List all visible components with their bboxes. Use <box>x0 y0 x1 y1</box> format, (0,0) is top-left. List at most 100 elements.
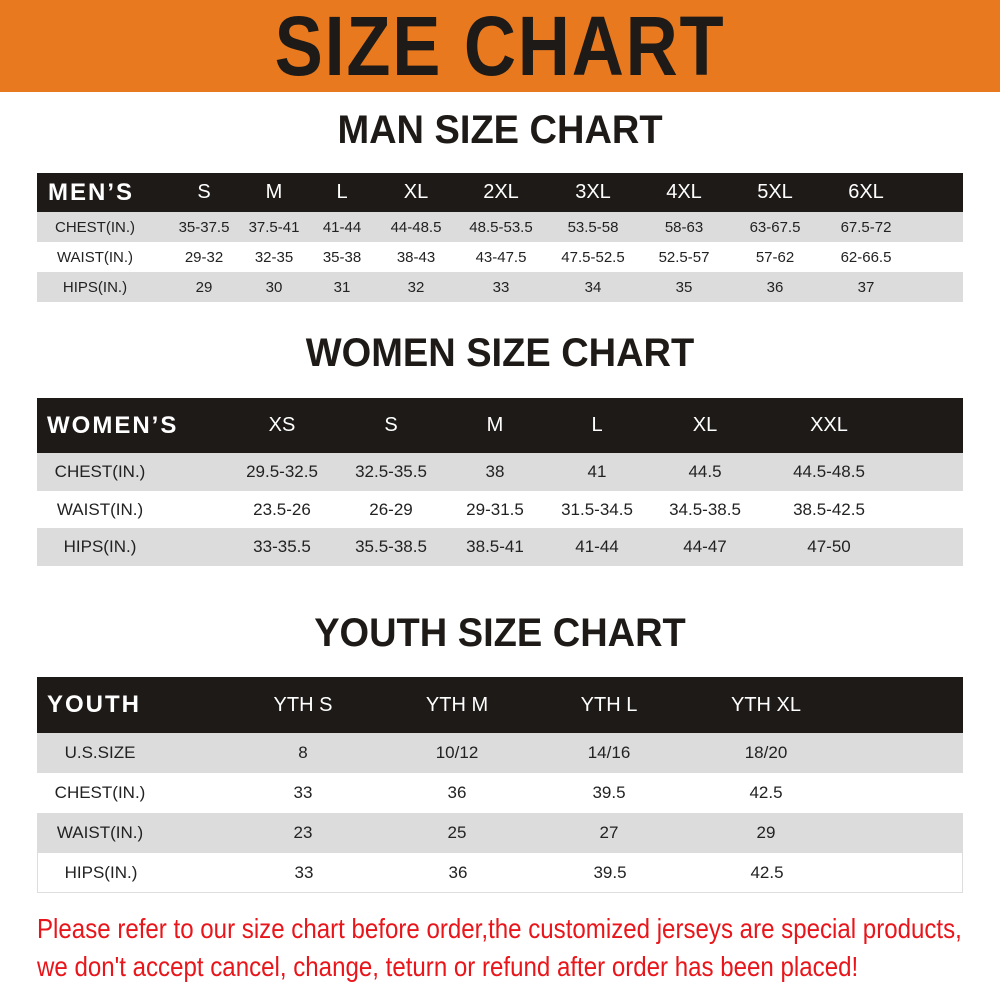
table-row: CHEST(IN.) 29.5-32.5 32.5-35.5 38 41 44.5 44.5… <box>37 453 963 491</box>
size-header: XL <box>403 181 429 203</box>
table-header-row: MEN’S S M L XL 2XL 3XL 4XL 5XL 6XL <box>37 173 963 212</box>
table-cell: 47-50 <box>807 537 851 557</box>
table-cell: 32-35 <box>254 248 294 266</box>
table-cell: 30 <box>265 278 283 296</box>
table-cell: 37 <box>857 278 875 296</box>
row-label: CHEST(IN.) <box>54 783 146 802</box>
table-cell: 62-66.5 <box>840 248 892 266</box>
table-cell: 29.5-32.5 <box>246 461 318 481</box>
table-cell: 29 <box>756 823 776 842</box>
row-label: WAIST(IN.) <box>56 248 134 266</box>
table-cell: 44.5-48.5 <box>793 461 865 481</box>
size-header: YTH S <box>273 693 333 716</box>
table-cell: 37.5-41 <box>248 218 300 236</box>
table-cell: 38.5-42.5 <box>793 499 865 519</box>
size-header: M <box>265 181 283 203</box>
table-cell: 23.5-26 <box>253 499 311 519</box>
table-cell: 44-48.5 <box>390 218 442 236</box>
table-cell: 41-44 <box>322 218 362 236</box>
size-header: XXL <box>810 414 848 436</box>
table-cell: 36 <box>448 862 468 882</box>
table-row: U.S.SIZE 8 10/12 14/16 18/20 <box>37 733 963 773</box>
table-cell: 35-38 <box>322 248 362 266</box>
youth-size-table: YOUTH YTH S YTH M YTH L YTH XL U.S.SIZE 8 10/12… <box>37 677 963 894</box>
table-cell: 67.5-72 <box>840 218 892 236</box>
size-header: L <box>591 414 603 436</box>
table-corner-label: YOUTH <box>47 691 141 718</box>
table-cell: 33 <box>293 783 313 802</box>
size-header: 4XL <box>666 181 702 203</box>
row-label: HIPS(IN.) <box>64 862 138 882</box>
women-size-table: WOMEN’S XS S M L XL XXL CHEST(IN.) 29.5-32.5 32.5… <box>37 398 963 567</box>
table-cell: 58-63 <box>664 218 704 236</box>
table-cell: 35-37.5 <box>178 218 230 236</box>
table-header-row: WOMEN’S XS S M L XL XXL <box>37 398 963 453</box>
table-cell: 52.5-57 <box>658 248 710 266</box>
size-header: L <box>336 181 348 203</box>
table-cell: 31.5-34.5 <box>561 499 633 519</box>
size-header: XS <box>268 414 296 436</box>
table-row: WAIST(IN.) 23 25 27 29 <box>37 813 963 853</box>
table-cell: 33 <box>294 862 314 882</box>
size-header: 2XL <box>483 181 519 203</box>
table-cell: 35.5-38.5 <box>355 537 427 557</box>
table-cell: 39.5 <box>593 862 627 882</box>
row-label: WAIST(IN.) <box>56 823 144 842</box>
size-header: S <box>197 181 211 203</box>
table-cell: 38 <box>485 461 505 481</box>
table-row: WAIST(IN.) 23.5-26 26-29 29-31.5 31.5-34.5 34… <box>37 490 963 529</box>
table-cell: 34.5-38.5 <box>669 499 741 519</box>
table-corner-label: MEN’S <box>48 178 135 206</box>
table-cell: 10/12 <box>435 743 479 762</box>
table-row: HIPS(IN.) 33-35.5 35.5-38.5 38.5-41 41-44 44-… <box>37 528 963 567</box>
table-cell: 36 <box>766 278 784 296</box>
table-cell: 32 <box>407 278 425 296</box>
table-row: WAIST(IN.) 29-32 32-35 35-38 38-43 43-47.5 47.… <box>37 242 963 272</box>
table-cell: 47.5-52.5 <box>561 248 625 266</box>
size-header: YTH XL <box>730 693 802 716</box>
table-cell: 41 <box>587 461 607 481</box>
row-label: CHEST(IN.) <box>54 461 146 481</box>
size-header: YTH L <box>580 693 638 716</box>
table-cell: 23 <box>293 823 313 842</box>
table-row: CHEST(IN.) 33 36 39.5 42.5 <box>37 773 963 813</box>
table-cell: 53.5-58 <box>567 218 619 236</box>
size-header: M <box>486 414 504 436</box>
table-cell: 8 <box>298 743 308 762</box>
table-row: HIPS(IN.) 33 36 39.5 42.5 <box>37 853 963 893</box>
table-cell: 35 <box>675 278 693 296</box>
row-label: CHEST(IN.) <box>55 218 135 236</box>
table-cell: 42.5 <box>749 783 783 802</box>
table-cell: 32.5-35.5 <box>355 461 427 481</box>
size-header: YTH M <box>425 693 489 716</box>
row-label: WAIST(IN.) <box>56 499 144 519</box>
size-header: 5XL <box>757 181 793 203</box>
table-cell: 31 <box>333 278 351 296</box>
table-cell: 42.5 <box>750 862 784 882</box>
table-cell: 36 <box>447 783 467 802</box>
table-cell: 33-35.5 <box>253 537 311 557</box>
table-row: HIPS(IN.) 29 30 31 32 33 34 35 36 37 <box>37 272 963 302</box>
table-cell: 27 <box>599 823 619 842</box>
size-header: 6XL <box>848 181 884 203</box>
table-cell: 25 <box>447 823 467 842</box>
table-cell: 38.5-41 <box>466 537 524 557</box>
table-cell: 38-43 <box>396 248 436 266</box>
row-label: HIPS(IN.) <box>62 278 128 296</box>
table-cell: 39.5 <box>592 783 626 802</box>
banner-title: SIZE CHART <box>274 0 726 93</box>
table-row: CHEST(IN.) 35-37.5 37.5-41 41-44 44-48.5 48.5… <box>37 212 963 242</box>
table-cell: 41-44 <box>575 537 619 557</box>
size-header: 3XL <box>575 181 611 203</box>
table-corner-label: WOMEN’S <box>47 411 179 439</box>
youth-section-title: YOUTH SIZE CHART <box>314 611 686 655</box>
table-cell: 18/20 <box>744 743 788 762</box>
notice-line-1: Please refer to our size chart before or… <box>37 913 962 944</box>
table-cell: 57-62 <box>755 248 795 266</box>
row-label: HIPS(IN.) <box>63 537 137 557</box>
men-section-title: MAN SIZE CHART <box>337 108 663 152</box>
table-cell: 44-47 <box>683 537 727 557</box>
men-size-table: MEN’S S M L XL 2XL 3XL 4XL 5XL 6XL CHEST(IN.) 35-37… <box>37 173 963 303</box>
table-cell: 43-47.5 <box>475 248 527 266</box>
table-cell: 63-67.5 <box>749 218 801 236</box>
